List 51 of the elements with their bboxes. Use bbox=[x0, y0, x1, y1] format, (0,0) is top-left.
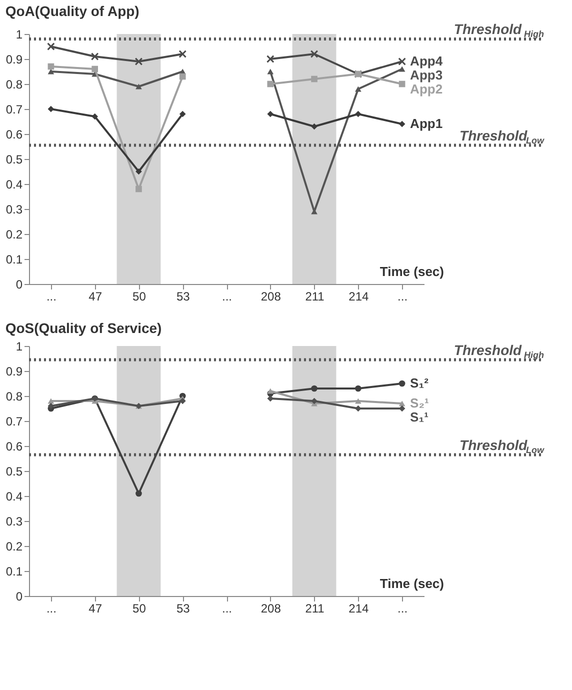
x-tick-label: ... bbox=[222, 290, 232, 304]
y-tick-label: 1 bbox=[16, 28, 23, 42]
x-tick-label: 214 bbox=[348, 290, 369, 304]
chart-title: QoA(Quality of App) bbox=[5, 3, 140, 19]
y-tick-label: 0.7 bbox=[6, 102, 23, 116]
y-tick-label: 0.5 bbox=[6, 152, 23, 166]
y-tick-label: 0.6 bbox=[6, 128, 23, 142]
series-label: S₁¹ bbox=[410, 410, 428, 424]
y-tick-label: 0.1 bbox=[6, 564, 23, 578]
y-tick-label: 0.9 bbox=[6, 364, 23, 378]
x-tick-label: 47 bbox=[88, 290, 102, 304]
x-tick-label: ... bbox=[46, 602, 56, 616]
y-tick-label: 0.9 bbox=[6, 52, 23, 66]
series-label: App2 bbox=[410, 82, 443, 96]
y-tick-label: 0 bbox=[16, 590, 23, 604]
x-tick-label: 208 bbox=[260, 602, 282, 616]
x-tick-label: 50 bbox=[132, 290, 146, 304]
y-tick-label: 0.2 bbox=[6, 540, 23, 554]
x-tick-label: 214 bbox=[348, 602, 369, 616]
y-tick-label: 0.2 bbox=[6, 228, 23, 242]
y-tick-label: 0.7 bbox=[6, 414, 23, 428]
x-axis-title: Time (sec) bbox=[380, 264, 444, 279]
y-tick-label: 0.8 bbox=[6, 390, 23, 404]
x-tick-label: 53 bbox=[176, 602, 190, 616]
chart-title: QoS(Quality of Service) bbox=[5, 320, 162, 336]
y-tick-label: 0.5 bbox=[6, 464, 23, 478]
y-tick-label: 0 bbox=[16, 278, 23, 292]
series-label: S₁² bbox=[410, 376, 430, 390]
series-label: App3 bbox=[410, 68, 443, 82]
x-tick-label: 208 bbox=[260, 290, 282, 304]
y-tick-label: 0.8 bbox=[6, 78, 23, 92]
y-tick-label: 0.3 bbox=[6, 202, 23, 216]
x-axis-title: Time (sec) bbox=[380, 576, 444, 591]
x-tick-label: ... bbox=[398, 602, 408, 616]
y-tick-label: 0.3 bbox=[6, 514, 23, 528]
series-label: App4 bbox=[410, 54, 444, 68]
y-tick-label: 0.4 bbox=[6, 178, 23, 192]
x-tick-label: ... bbox=[222, 602, 232, 616]
x-tick-label: 50 bbox=[132, 602, 146, 616]
x-tick-label: ... bbox=[398, 290, 408, 304]
y-tick-label: 0.1 bbox=[6, 252, 23, 266]
x-tick-label: 53 bbox=[176, 290, 190, 304]
y-tick-label: 1 bbox=[16, 340, 23, 354]
x-tick-label: 211 bbox=[305, 602, 325, 616]
y-tick-label: 0.6 bbox=[6, 440, 23, 454]
x-tick-label: ... bbox=[46, 290, 56, 304]
x-tick-label: 47 bbox=[88, 602, 102, 616]
series-label: S₂¹ bbox=[410, 396, 429, 410]
y-tick-label: 0.4 bbox=[6, 490, 23, 504]
series-label: App1 bbox=[410, 116, 443, 131]
x-tick-label: 211 bbox=[305, 290, 325, 304]
